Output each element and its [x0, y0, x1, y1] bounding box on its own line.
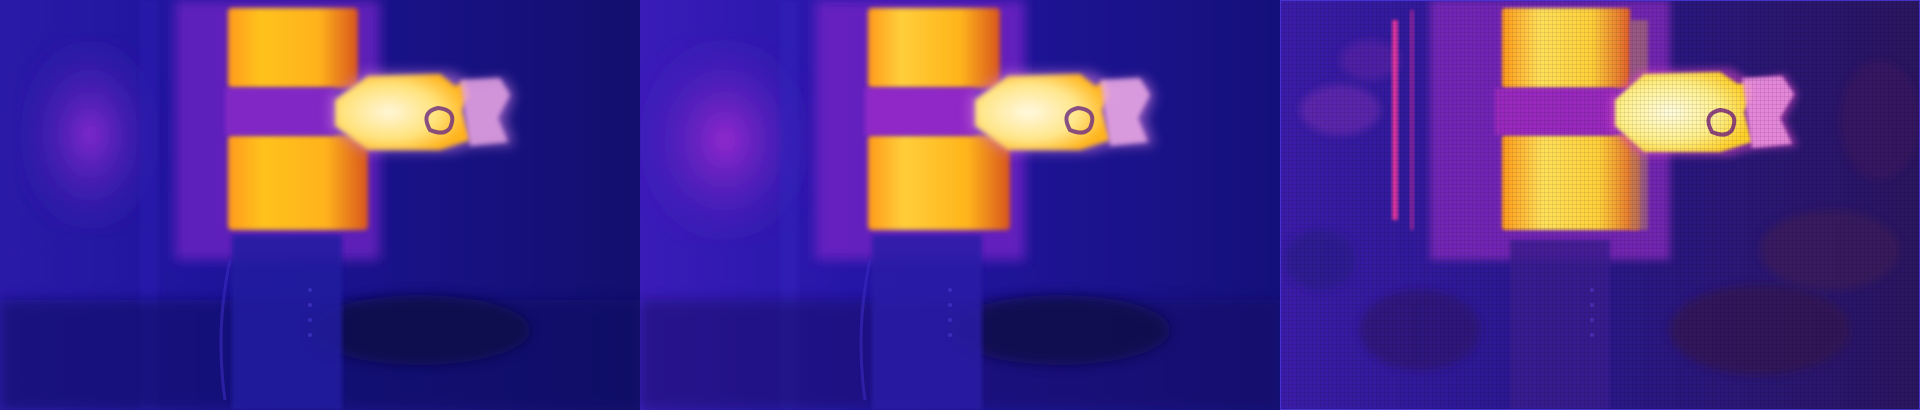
thermal-image-2	[640, 0, 1280, 410]
thermal-panel-1	[0, 0, 640, 410]
thermal-image-1	[0, 0, 640, 410]
thermal-image-3	[1280, 0, 1920, 410]
thermal-panel-3	[1280, 0, 1920, 410]
thermal-panel-2	[640, 0, 1280, 410]
